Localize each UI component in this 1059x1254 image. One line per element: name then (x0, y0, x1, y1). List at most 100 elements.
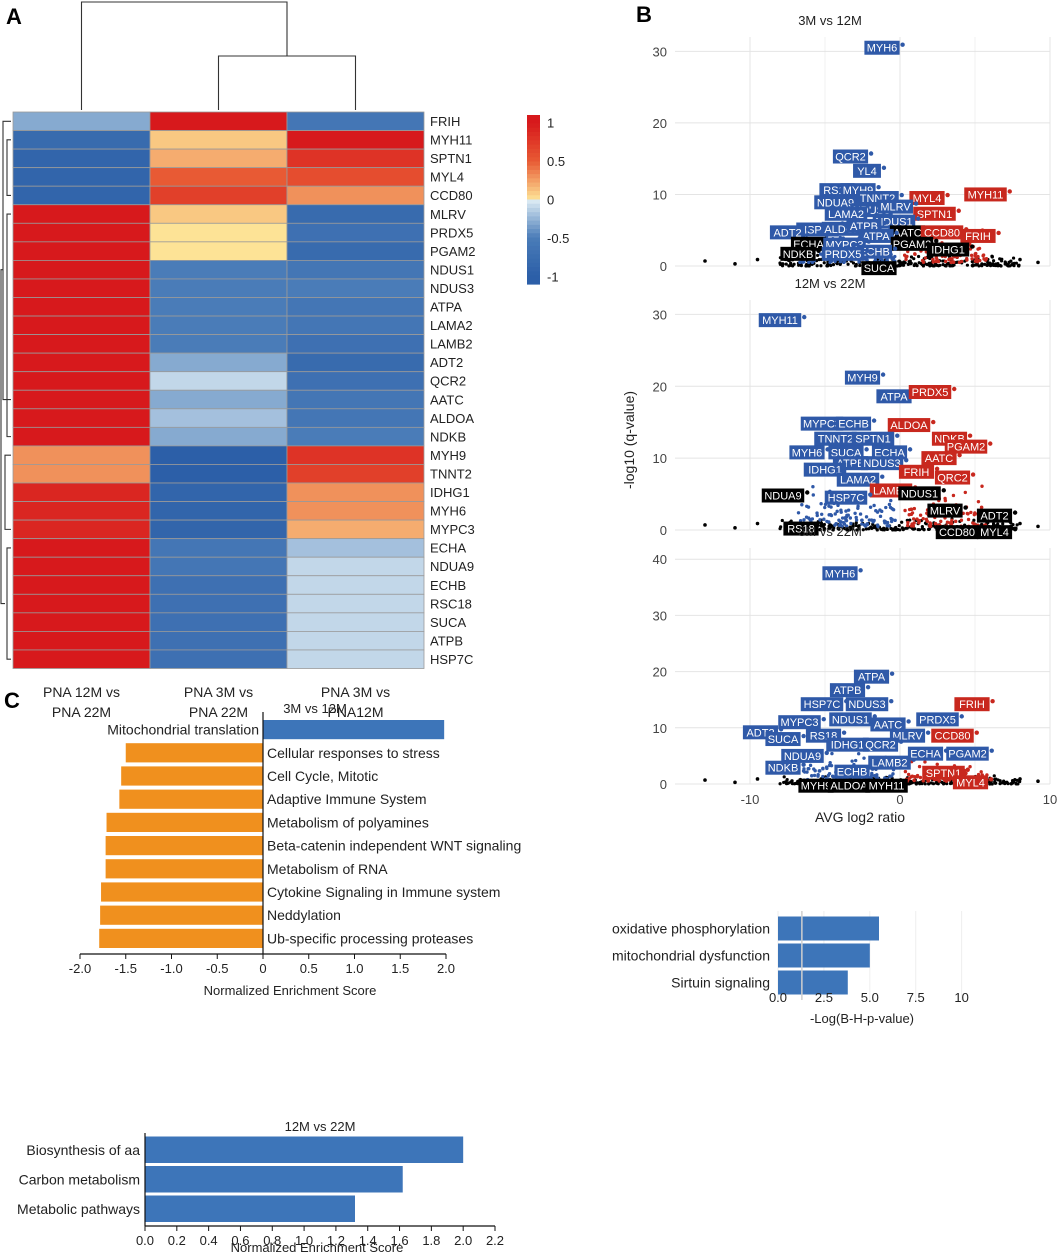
bar-category-label: Metabolism of polyamines (267, 814, 429, 830)
volcano-label-box (976, 525, 1013, 540)
volcano-point-down (833, 523, 837, 527)
volcano-protein-label: AATC (874, 719, 903, 731)
volcano-point-down (844, 524, 849, 528)
panel-letter-b: B (636, 2, 652, 27)
heatmap-cell (149, 593, 288, 614)
volcano-protein-label: SPTN1 (855, 434, 890, 446)
bar-category-label: Beta-catenin independent WNT signaling (267, 838, 521, 854)
volcano-labeled-point (816, 248, 821, 254)
heatmap-cell (12, 185, 151, 206)
bar (119, 789, 263, 809)
volcano-point-down (853, 511, 857, 516)
bar-category-label: Cellular responses to stress (267, 745, 440, 761)
volcano-point-up (907, 513, 911, 517)
heatmap-cell (286, 371, 425, 391)
colorbar-segment (527, 131, 540, 137)
heatmap-cell (12, 204, 151, 224)
volcano-point-ns (869, 525, 873, 529)
volcano-point-ns (994, 781, 998, 785)
volcano-point-down (893, 518, 897, 523)
heatmap-cell (286, 501, 425, 521)
volcano-label-box (907, 746, 944, 761)
heatmap-row-label: MYH9 (430, 448, 466, 463)
bar-category-label: Neddylation (267, 907, 341, 923)
volcano-label-box (889, 225, 926, 240)
volcano-label-box (861, 261, 897, 276)
volcano-point-ns (988, 782, 992, 786)
heatmap-cell (12, 408, 151, 428)
volcano-point-up (904, 257, 908, 262)
volcano-point-ns (908, 518, 912, 522)
volcano-point-ns (703, 523, 707, 527)
volcano-protein-label: ALDOA (830, 781, 868, 793)
volcano-point-ns (831, 263, 836, 267)
volcano-label-box (856, 244, 893, 259)
heatmap-row-label: MYH11 (430, 133, 472, 148)
volcano-labeled-point (865, 684, 871, 690)
volcano-y-tick-label: 20 (653, 665, 667, 680)
volcano-point-up (983, 257, 987, 262)
volcano-point-ns (864, 527, 868, 531)
colorbar-segment (527, 186, 540, 192)
volcano-point-ns (817, 258, 821, 262)
volcano-point-ns (991, 259, 996, 263)
volcano-point-ns (789, 261, 793, 265)
volcano-y-tick-label: 0 (660, 523, 667, 538)
heatmap-column-label: PNA 3M vs (321, 684, 390, 700)
volcano-labeled-point (959, 714, 964, 719)
volcano-protein-label: NDUA9 (784, 751, 821, 763)
volcano-point-up (907, 776, 911, 781)
volcano-point-down (818, 769, 822, 773)
volcano-protein-label: QCR2 (865, 740, 896, 752)
volcano-labeled-point (889, 671, 895, 676)
volcano-point-down (821, 774, 825, 779)
heatmap-cell (286, 389, 425, 410)
volcano-point-up (976, 499, 981, 504)
volcano-labeled-point (900, 42, 905, 47)
volcano-label-box (877, 199, 914, 214)
heatmap-cell (149, 464, 288, 484)
bar-x-tick-label: 0.0 (136, 1233, 154, 1248)
volcano-labeled-point (913, 201, 919, 206)
volcano-point-up (950, 257, 954, 261)
volcano-point-up (928, 521, 932, 525)
volcano-point-ns (927, 782, 931, 786)
bar-x-axis-label: Normalized Enrichment Score (231, 1240, 404, 1254)
volcano-point-ns (1036, 260, 1040, 265)
volcano-protein-label: SUCA (768, 734, 799, 746)
heatmap-cell (149, 389, 288, 410)
bar-chart-title: 3M vs 12M (283, 701, 347, 716)
heatmap-cell (149, 241, 288, 261)
volcano-point-down (868, 505, 873, 509)
volcano-label-box (824, 206, 868, 221)
heatmap-row-label: ADT2 (430, 355, 463, 370)
volcano-point-ns (993, 777, 997, 781)
volcano-labeled-point (871, 418, 877, 423)
bar (145, 1166, 403, 1193)
volcano-point-up (972, 522, 977, 526)
heatmap-row-label: LAMB2 (430, 337, 473, 352)
heatmap-cell (12, 222, 151, 243)
heatmap-cell (149, 482, 288, 502)
volcano-label-box (783, 521, 819, 536)
volcano-protein-label: PGAM2 (893, 239, 932, 251)
volcano-point-down (872, 503, 876, 508)
volcano-point-ns (1018, 257, 1022, 262)
volcano-point-down (820, 512, 824, 517)
colorbar-segment (527, 275, 540, 281)
volcano-labeled-point (866, 239, 871, 244)
volcano-point-down (798, 518, 803, 523)
heatmap-cell (286, 445, 425, 465)
colorbar-segment (527, 165, 540, 171)
volcano-point-ns (857, 524, 861, 528)
volcano-point-down (862, 756, 866, 760)
bar-x-tick-label: 0.0 (769, 990, 787, 1005)
volcano-panel-title: 12M vs 22M (795, 276, 866, 291)
volcano-point-ns (784, 262, 788, 266)
volcano-point-ns (1036, 779, 1040, 783)
volcano-labeled-point (931, 419, 936, 425)
volcano-point-ns (1009, 259, 1013, 263)
bar (263, 720, 445, 740)
